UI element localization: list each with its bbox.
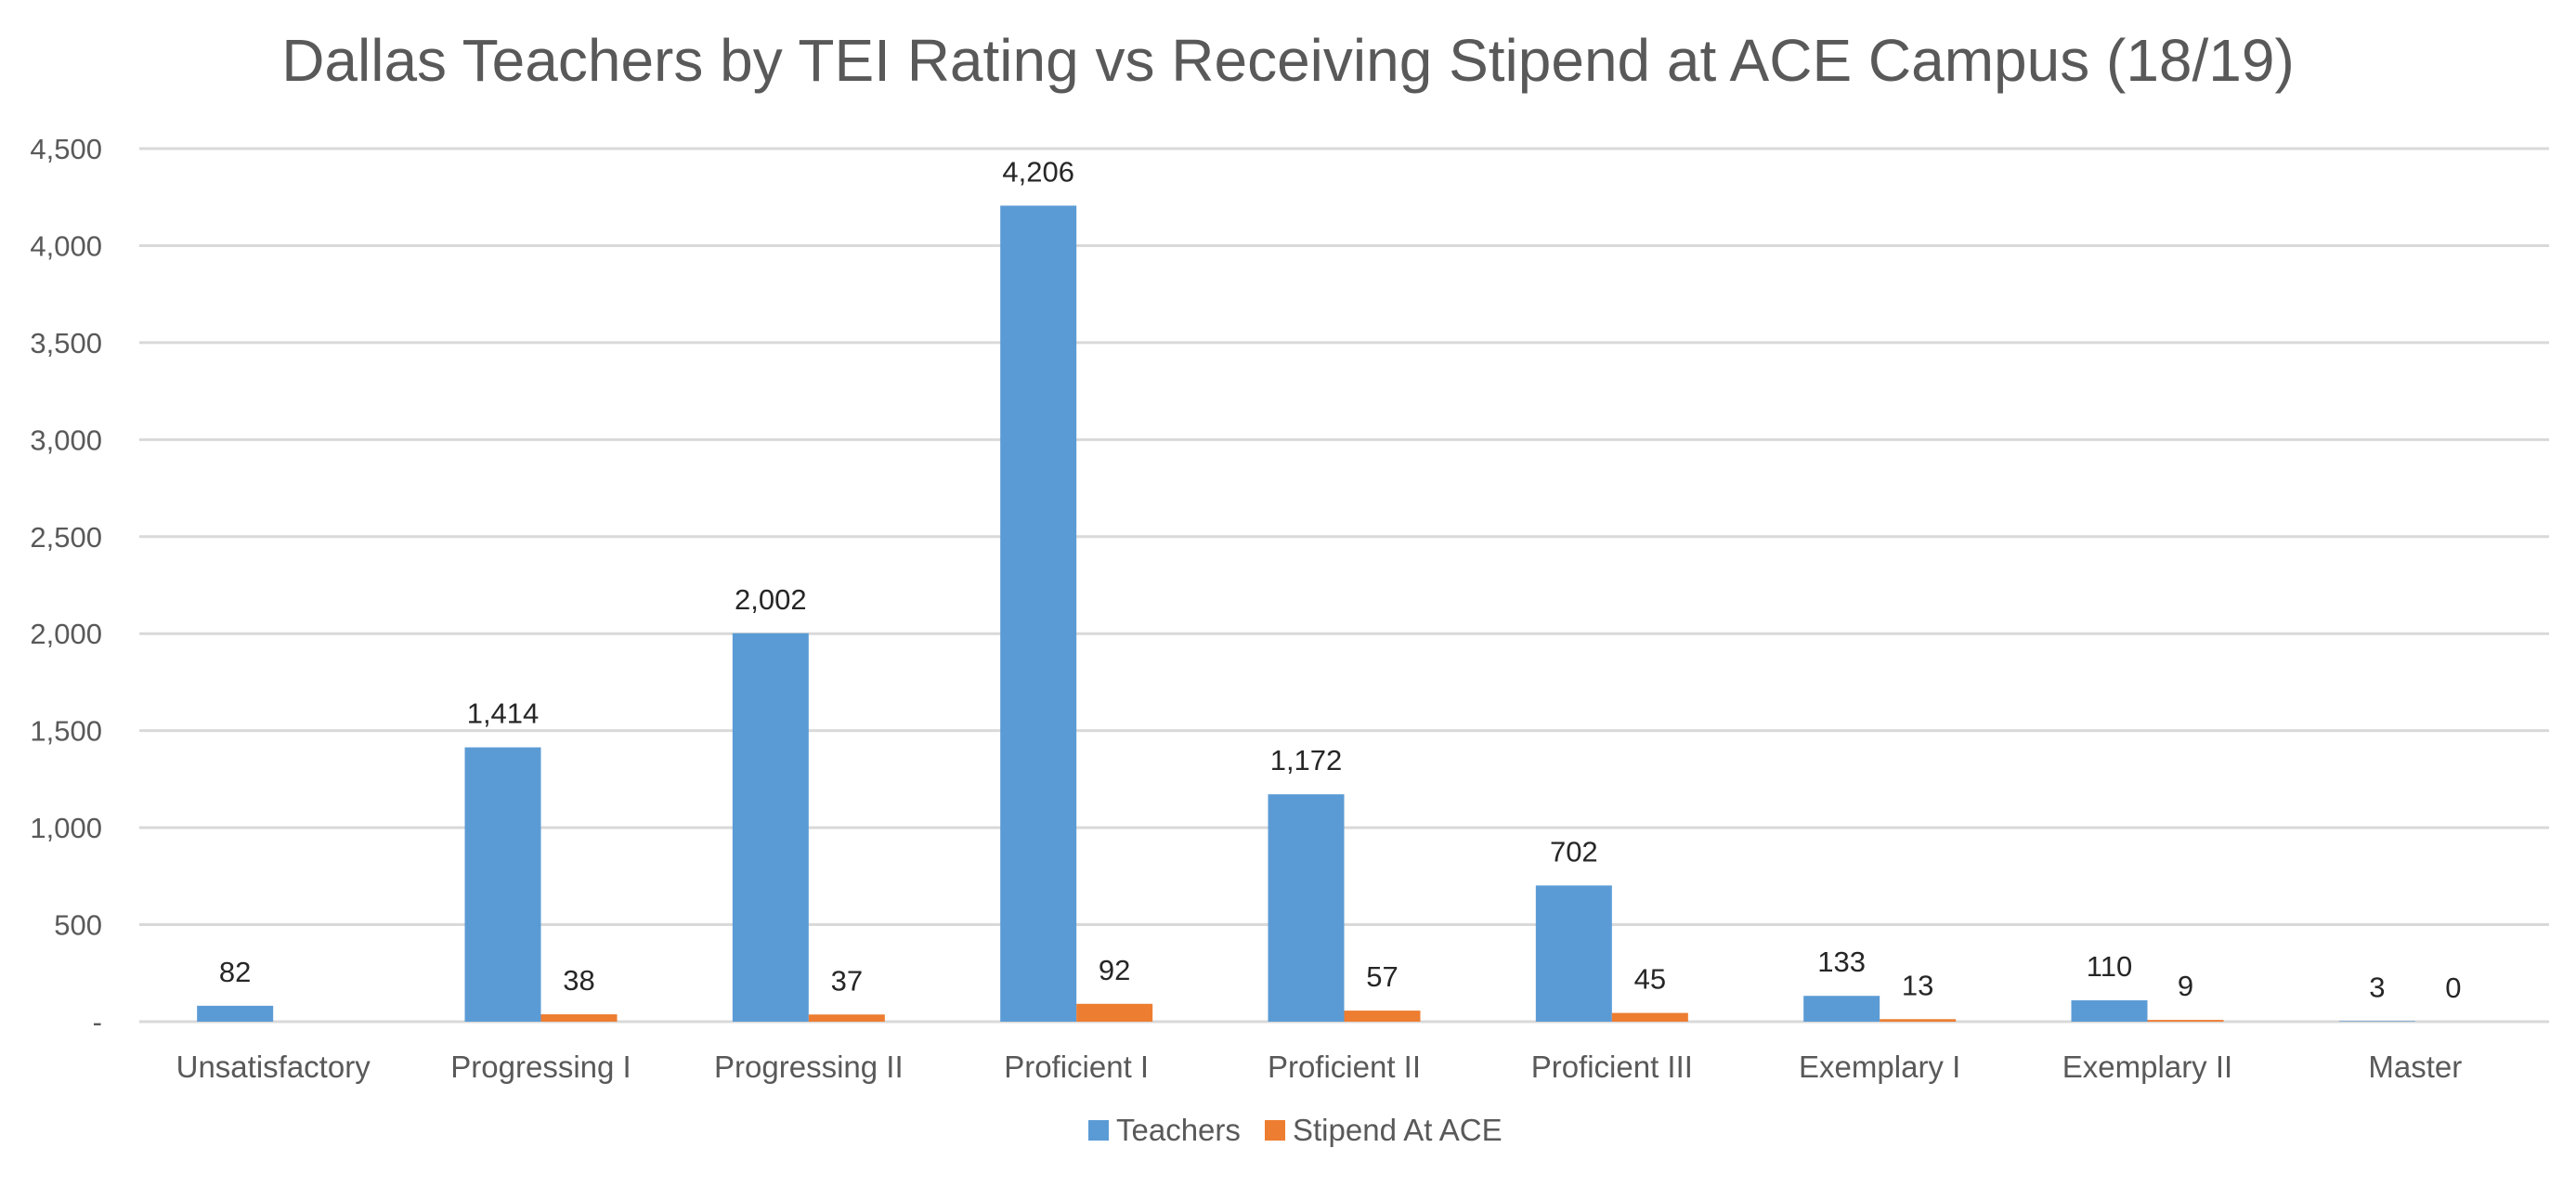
data-label-stipend-7: 9 <box>2178 970 2193 1002</box>
x-category-label: Exemplary II <box>2062 1050 2232 1084</box>
y-tick-label: 1,500 <box>30 715 102 748</box>
data-label-teachers-5: 702 <box>1550 835 1598 867</box>
bar-teachers-1 <box>464 747 541 1022</box>
x-category-label: Progressing II <box>714 1050 904 1084</box>
y-tick-label: 3,000 <box>30 424 102 456</box>
x-category-label: Exemplary I <box>1799 1050 1960 1084</box>
legend-swatch-teachers <box>1088 1120 1109 1141</box>
x-category-label: Proficient I <box>1004 1050 1149 1084</box>
legend-swatch-stipend <box>1265 1120 1285 1141</box>
data-label-teachers-8: 3 <box>2369 971 2385 1003</box>
y-tick-label: 2,000 <box>30 618 102 650</box>
bar-stipend-1 <box>540 1014 618 1022</box>
bar-teachers-8 <box>2338 1021 2415 1022</box>
chart-title: Dallas Teachers by TEI Rating vs Receivi… <box>281 27 2295 94</box>
y-tick-label: 3,500 <box>30 327 102 359</box>
x-category-label: Progressing I <box>450 1050 631 1084</box>
data-label-teachers-6: 133 <box>1817 946 1866 978</box>
y-tick-label: 4,000 <box>30 229 102 262</box>
y-tick-label: 500 <box>54 909 102 942</box>
legend-label-stipend: Stipend At ACE <box>1293 1113 1503 1147</box>
bar-stipend-4 <box>1344 1011 1421 1022</box>
y-tick-label: 2,500 <box>30 521 102 554</box>
bar-teachers-3 <box>1000 205 1077 1022</box>
legend-label-teachers: Teachers <box>1116 1113 1241 1147</box>
x-category-label: Unsatisfactory <box>176 1050 371 1084</box>
data-label-stipend-2: 37 <box>831 964 863 997</box>
data-label-stipend-5: 45 <box>1634 963 1666 996</box>
data-label-stipend-8: 0 <box>2445 972 2461 1004</box>
data-label-teachers-7: 110 <box>2087 950 2132 983</box>
bar-teachers-6 <box>1803 996 1880 1022</box>
data-label-stipend-1: 38 <box>563 964 594 997</box>
x-category-label: Proficient III <box>1531 1050 1693 1084</box>
data-label-teachers-0: 82 <box>219 956 251 988</box>
data-label-teachers-2: 2,002 <box>735 583 807 616</box>
bar-teachers-5 <box>1535 885 1612 1022</box>
bar-stipend-6 <box>1880 1019 1957 1022</box>
bar-stipend-5 <box>1611 1012 1688 1022</box>
y-tick-label: 4,500 <box>30 133 102 165</box>
y-tick-label: - <box>93 1006 102 1038</box>
data-label-teachers-4: 1,172 <box>1270 744 1343 776</box>
y-tick-label: 1,000 <box>30 812 102 844</box>
data-label-teachers-3: 4,206 <box>1002 155 1074 188</box>
bar-teachers-0 <box>197 1005 274 1022</box>
data-label-stipend-3: 92 <box>1099 954 1130 986</box>
data-label-stipend-6: 13 <box>1902 969 1933 1001</box>
bar-teachers-2 <box>732 633 809 1022</box>
data-label-stipend-4: 57 <box>1366 960 1398 993</box>
bar-stipend-3 <box>1076 1003 1153 1022</box>
bar-teachers-4 <box>1268 794 1345 1022</box>
bar-teachers-7 <box>2071 1000 2148 1022</box>
data-label-teachers-1: 1,414 <box>467 698 540 730</box>
x-category-label: Master <box>2368 1050 2462 1084</box>
x-category-label: Proficient II <box>1268 1050 1421 1084</box>
bar-stipend-2 <box>808 1014 885 1022</box>
bar-stipend-7 <box>2147 1020 2224 1022</box>
